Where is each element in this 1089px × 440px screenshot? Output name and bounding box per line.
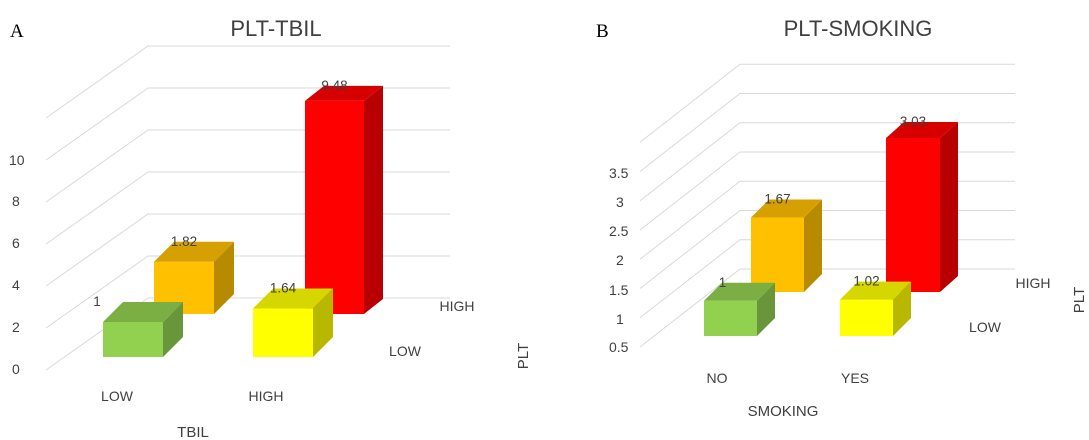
bar-a-high-high: 9.48 [305,78,383,314]
y-axis-ticks-a: 0 2 4 6 8 10 [9,152,25,377]
data-label-b-high-yes: 3.03 [900,114,926,129]
y-tick-a-2: 2 [12,319,20,335]
gridline-a-4 [45,129,450,203]
y-tick-a-0: 0 [12,361,20,377]
x-axis-title-a: TBIL [177,424,209,440]
gridline-a-1 [45,255,450,329]
panel-letter-b: B [596,21,609,42]
data-label-b-high-no: 1.67 [764,192,790,207]
x-category-a-high: HIGH [249,388,284,404]
chart-panel-a: A PLT-TBIL 0 2 4 6 8 10 1.82 9.48 1 1.64 LO… [9,16,532,440]
gridline-a-3 [45,171,450,245]
y-tick-b-2.5: 2.5 [609,223,629,239]
x-category-b-no: NO [707,370,728,386]
y-tick-b-2: 2 [616,252,624,268]
y-tick-a-4: 4 [12,277,20,293]
gridline-b-4 [639,151,1015,231]
gridline-b-3 [639,180,1015,260]
depth-axis-title-b: PLT [1071,287,1088,313]
gridline-a-2 [45,213,450,287]
data-label-a-high-low: 1.82 [171,234,197,249]
gridline-b-7 [639,63,1015,143]
bar-b-high-yes: 3.03 [886,114,958,293]
x-axis-title-b: SMOKING [748,403,819,420]
data-label-a-low-low: 1 [93,294,101,309]
bars-a: 1.82 9.48 1 1.64 [93,78,383,357]
bar-b-high-no: 1.67 [751,192,822,292]
y-tick-b-3: 3 [616,194,624,210]
gridline-b-0 [639,268,1015,348]
bar-a-low-low: 1 [93,294,183,357]
bars-b: 1.67 3.03 1 1.02 [704,114,958,336]
x-category-a-low: LOW [101,388,134,404]
x-category-b-yes: YES [841,370,869,386]
gridline-a-5 [45,87,450,161]
y-tick-b-3.5: 3.5 [609,165,629,181]
gridline-b-6 [639,93,1015,172]
y-tick-b-0.5: 0.5 [609,339,629,355]
data-label-b-low-yes: 1.02 [853,274,879,289]
data-label-b-low-no: 1 [719,275,727,290]
gridlines-a [45,45,450,371]
gridlines-b [639,63,1015,348]
y-tick-a-6: 6 [12,235,20,251]
gridline-b-2 [639,210,1015,289]
y-tick-b-1: 1 [616,311,624,327]
gridline-b-1 [639,239,1015,319]
chart-panel-b: B PLT-SMOKING 0.5 1 1.5 2 2.5 3 3.5 1.67… [596,16,1088,420]
data-label-a-low-high: 1.64 [270,281,297,296]
depth-category-b-low: LOW [969,319,1002,335]
y-tick-a-8: 8 [12,193,20,209]
y-tick-b-1.5: 1.5 [609,282,629,298]
bar-a-high-low: 1.82 [154,234,234,314]
depth-category-a-low: LOW [389,343,422,359]
bar-a-low-high: 1.64 [253,281,333,357]
panel-letter-a: A [10,21,24,42]
depth-axis-title-a: PLT [515,343,532,369]
data-label-a-high-high: 9.48 [321,78,347,93]
y-axis-ticks-b: 0.5 1 1.5 2 2.5 3 3.5 [609,165,629,355]
depth-category-b-high: HIGH [1016,275,1051,291]
chart-title-b: PLT-SMOKING [784,16,933,41]
bar-b-low-yes: 1.02 [840,274,911,336]
chart-title-a: PLT-TBIL [230,16,321,41]
gridline-b-5 [639,122,1015,202]
bar-b-low-no: 1 [704,275,775,336]
gridline-a-6 [45,45,450,119]
depth-category-a-high: HIGH [440,298,475,314]
y-tick-a-10: 10 [9,152,25,168]
